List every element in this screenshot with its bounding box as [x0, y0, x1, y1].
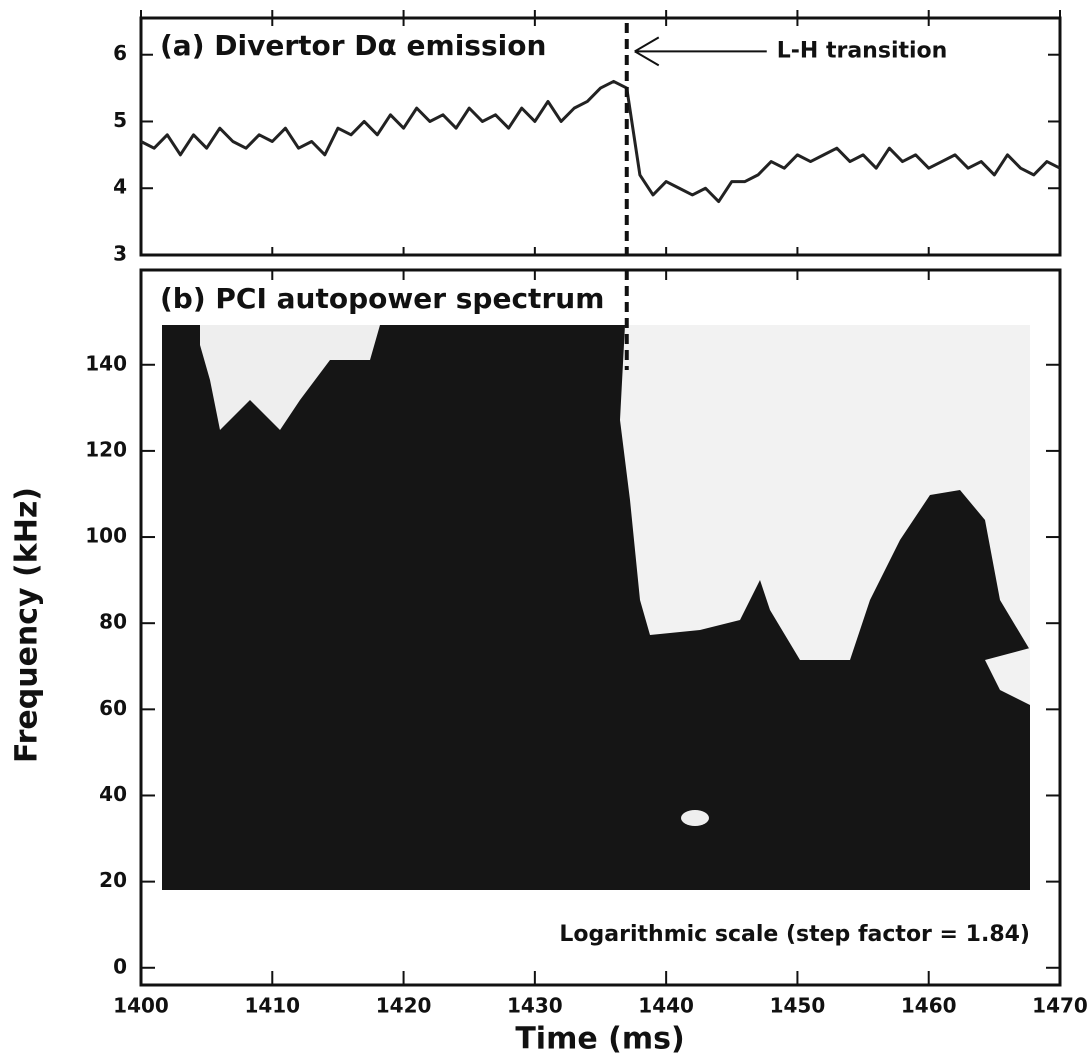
panel-a-title: (a) Divertor Dα emission [160, 29, 546, 62]
scale-note: Logarithmic scale (step factor = 1.84) [559, 922, 1030, 947]
light-region [200, 325, 380, 430]
x-tick-label: 1440 [638, 994, 694, 1018]
y-axis-label: Frequency (kHz) [10, 487, 45, 763]
light-region [985, 648, 1030, 705]
x-tick-label: 1460 [901, 994, 957, 1018]
x-axis-label: Time (ms) [515, 1022, 684, 1057]
y-tick-label: 120 [85, 437, 127, 461]
arrow [634, 36, 767, 67]
light-region [620, 325, 1030, 660]
x-tick-label: 1410 [244, 994, 300, 1018]
panel-b-frame [139, 268, 1062, 987]
data-line [140, 79, 1061, 204]
x-tick-label: 1430 [507, 994, 563, 1018]
y-tick-label: 20 [99, 868, 127, 892]
y-tick-label: 3 [113, 242, 127, 266]
x-tick-label: 1450 [770, 994, 826, 1018]
y-tick-label: 140 [85, 351, 127, 375]
y-tick-label: 40 [99, 782, 127, 806]
light-spot [681, 810, 709, 826]
x-tick-label: 1420 [376, 994, 432, 1018]
y-tick-label: 6 [113, 41, 127, 65]
y-tick-label: 100 [85, 524, 127, 548]
x-tick-label: 1470 [1032, 994, 1088, 1018]
y-tick-label: 4 [113, 175, 127, 199]
spectrogram-image [162, 325, 1030, 890]
annotation-text: L-H transition [777, 38, 948, 63]
y-tick-label: 0 [113, 954, 127, 978]
y-tick-label: 5 [113, 108, 127, 132]
y-tick-label: 80 [99, 610, 127, 634]
panel-a-frame [139, 16, 1062, 257]
y-tick-label: 60 [99, 696, 127, 720]
x-tick-label: 1400 [113, 994, 169, 1018]
panel-b-title: (b) PCI autopower spectrum [160, 282, 604, 315]
